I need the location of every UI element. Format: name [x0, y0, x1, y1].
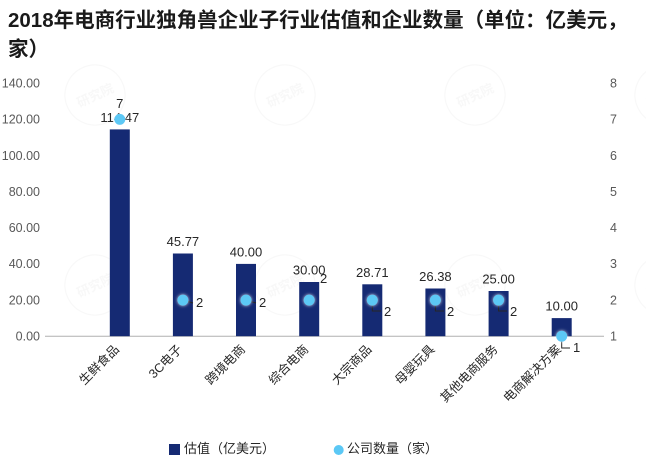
svg-text:2: 2: [384, 304, 391, 319]
svg-text:28.71: 28.71: [356, 265, 389, 280]
svg-text:2: 2: [510, 304, 517, 319]
svg-text:8: 8: [610, 77, 617, 91]
svg-text:2: 2: [259, 295, 266, 310]
svg-text:公司数量（家）: 公司数量（家）: [347, 441, 438, 456]
svg-text:1: 1: [573, 340, 580, 355]
svg-text:60.00: 60.00: [9, 221, 40, 235]
svg-text:40.00: 40.00: [9, 257, 40, 271]
svg-text:2: 2: [196, 295, 203, 310]
svg-text:2: 2: [320, 271, 327, 286]
svg-text:140.00: 140.00: [2, 77, 40, 91]
svg-text:100.00: 100.00: [2, 149, 40, 163]
svg-text:20.00: 20.00: [9, 293, 40, 307]
svg-text:1: 1: [610, 330, 617, 344]
svg-text:2: 2: [447, 304, 454, 319]
svg-text:5: 5: [610, 185, 617, 199]
svg-text:3: 3: [610, 257, 617, 271]
svg-text:2: 2: [610, 293, 617, 307]
svg-text:估值（亿美元）: 估值（亿美元）: [184, 441, 275, 456]
svg-text:0.00: 0.00: [16, 330, 40, 344]
svg-text:80.00: 80.00: [9, 185, 40, 199]
svg-text:7: 7: [610, 113, 617, 127]
svg-text:7: 7: [116, 96, 123, 111]
svg-text:25.00: 25.00: [482, 272, 515, 287]
svg-text:4: 4: [610, 221, 617, 235]
svg-text:10.00: 10.00: [545, 299, 578, 314]
svg-text:120.00: 120.00: [2, 113, 40, 127]
svg-text:6: 6: [610, 149, 617, 163]
svg-text:45.77: 45.77: [167, 234, 200, 249]
svg-text:26.38: 26.38: [419, 269, 452, 284]
svg-text:40.00: 40.00: [230, 245, 263, 260]
